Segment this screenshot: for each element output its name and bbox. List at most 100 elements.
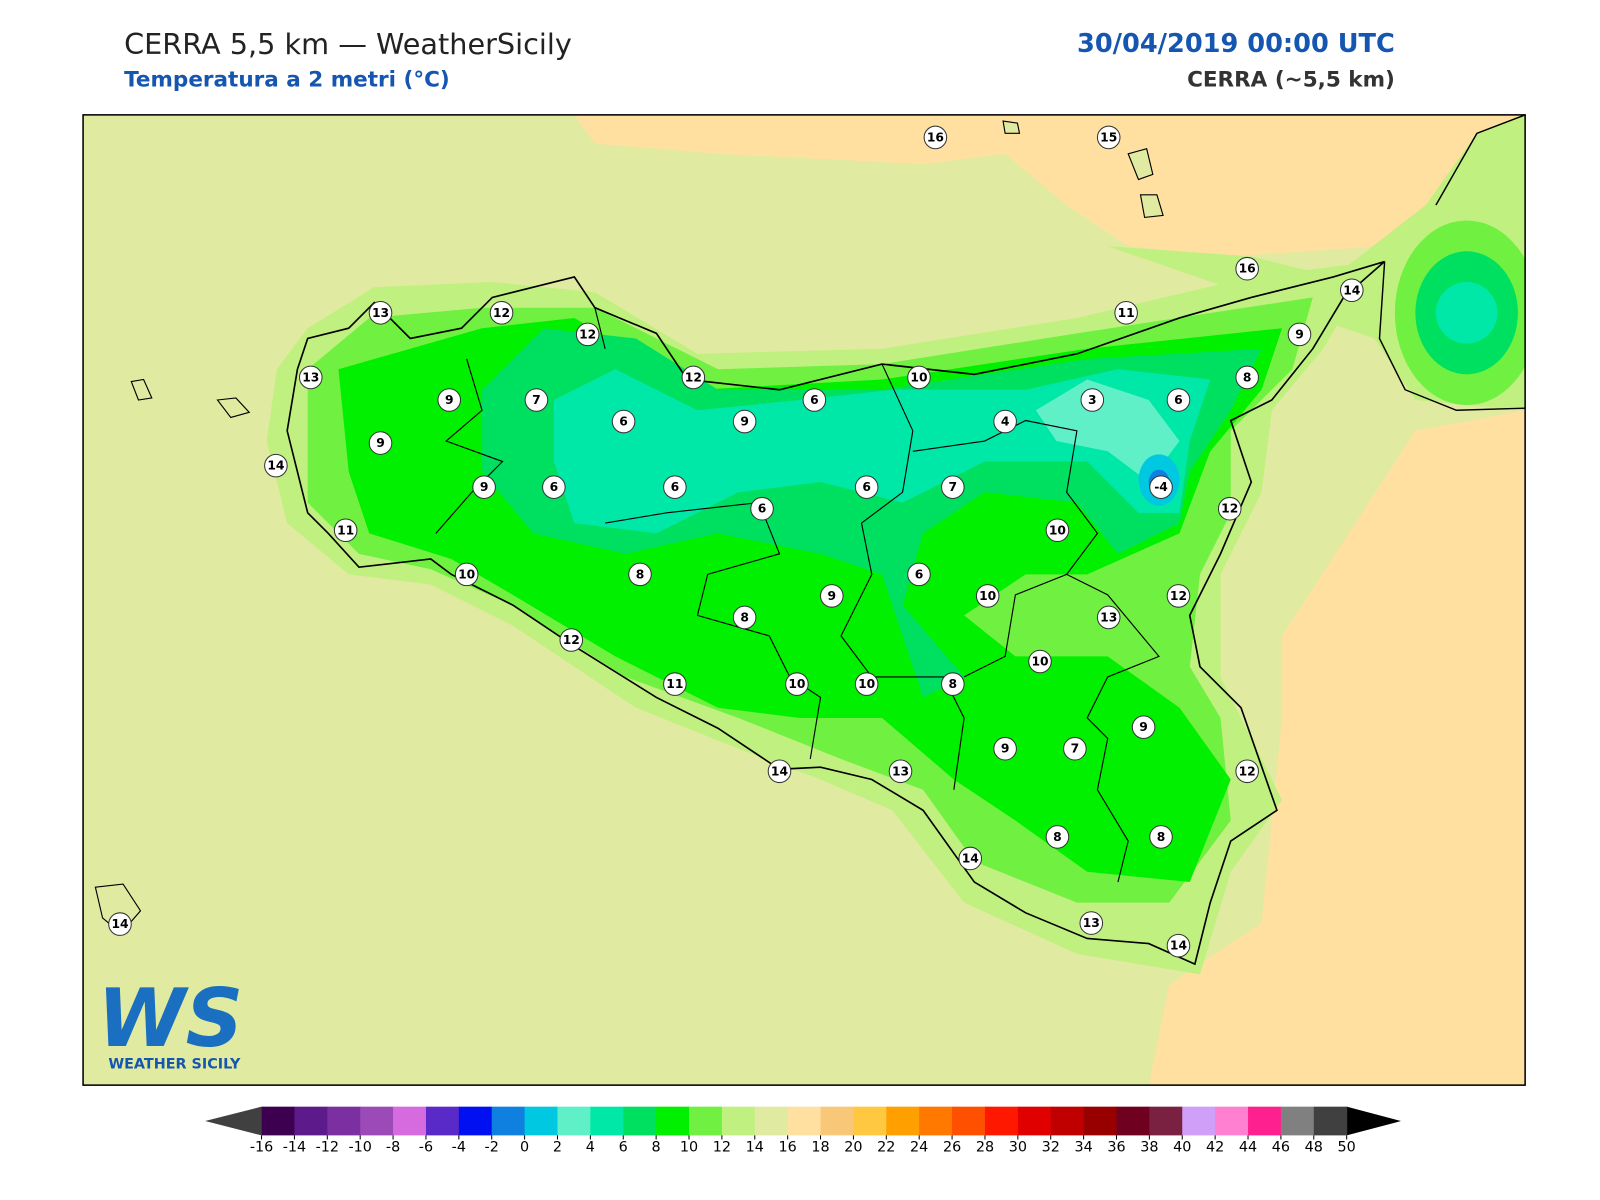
colorbar-segment: [820, 1106, 854, 1136]
colorbar-tick-label: 8: [652, 1140, 661, 1156]
station-marker: [888, 759, 913, 784]
station-value: 16: [1239, 262, 1256, 276]
station-marker: [1339, 278, 1364, 303]
station-marker: [1028, 649, 1052, 674]
colorbar-tick-label: -12: [316, 1140, 339, 1156]
colorbar-tick-label: -8: [386, 1140, 400, 1156]
station-value: 9: [1295, 327, 1304, 341]
station-value: 10: [979, 589, 996, 603]
station-value: 10: [910, 370, 927, 384]
station-value: 12: [685, 370, 702, 384]
colorbar-segment: [1280, 1106, 1315, 1136]
station-marker: [108, 912, 132, 936]
station-value: 13: [1083, 916, 1100, 930]
station-marker: [1045, 518, 1070, 543]
colorbar-tick-label: 36: [1107, 1140, 1125, 1156]
station-marker: [1079, 911, 1104, 935]
coastline: [286, 260, 1386, 966]
colorbar-tick-label: 20: [844, 1140, 862, 1156]
station-marker: [732, 409, 757, 434]
station-marker: [785, 672, 809, 696]
station-value: 7: [949, 480, 958, 494]
station-value: 6: [671, 480, 680, 494]
station-marker: [1166, 388, 1191, 412]
station-value: 9: [1001, 742, 1010, 756]
colorbar-tick-label: 28: [976, 1140, 994, 1156]
station-marker: [958, 846, 983, 871]
colorbar-segment: [1017, 1106, 1052, 1136]
colorbar-segment: [524, 1106, 558, 1136]
station-value: 14: [111, 917, 128, 931]
colorbar-tick-label: 34: [1074, 1140, 1092, 1156]
station-marker: [1080, 388, 1105, 412]
station-marker: [524, 388, 549, 412]
colorbar-segment: [261, 1106, 295, 1136]
colorbar-segment: [491, 1106, 526, 1136]
station-marker: [663, 672, 687, 696]
colorbar-tick-label: -2: [485, 1140, 499, 1156]
warm-area: [574, 114, 1526, 1086]
station-value: 10: [458, 567, 475, 581]
station-value: 9: [1139, 720, 1148, 734]
colorbar-tick-label: -16: [250, 1140, 273, 1156]
colorbar-segment: [360, 1106, 394, 1136]
colorbar-segment: [853, 1106, 887, 1136]
colorbar-tick-label: 44: [1239, 1140, 1257, 1156]
title: CERRA 5,5 km — WeatherSicily: [124, 27, 572, 61]
zone: [1035, 379, 1180, 483]
station-value: 13: [302, 370, 319, 384]
station-marker: [264, 453, 288, 478]
station-marker: [923, 125, 948, 150]
station-marker: [907, 365, 931, 390]
station-value: 12: [579, 327, 596, 341]
colorbar-segment: [1116, 1106, 1150, 1136]
station-value: 8: [1053, 830, 1062, 844]
station-marker: [542, 475, 566, 499]
station-marker: [1045, 825, 1070, 849]
colorbar-tick-label: 46: [1272, 1140, 1290, 1156]
station-value: 7: [532, 393, 541, 407]
colorbar-tick-label: -4: [452, 1140, 466, 1156]
station-value: 9: [480, 480, 489, 494]
station-marker: [732, 605, 757, 630]
colorbar-tick-label: 0: [520, 1140, 529, 1156]
station-marker: [1217, 496, 1242, 521]
map: 16 15 16 14 13 12 12 11 9 13 12 10 8 9 7 6 3 6 6 9 4 9 14 9 6 6 6 7…: [83, 114, 1526, 1086]
colorbar-tick-label: 22: [877, 1140, 895, 1156]
station-value: 14: [962, 851, 979, 865]
colorbar-tick-label: 12: [713, 1140, 731, 1156]
station-marker: [1149, 475, 1173, 499]
colorbar-segment: [656, 1106, 690, 1136]
station-value: 10: [858, 677, 875, 691]
colorbar-segment: [327, 1106, 361, 1136]
station-marker: [437, 388, 462, 412]
colorbar-segment: [689, 1106, 723, 1136]
station-marker: [1166, 933, 1191, 958]
province-border: [435, 307, 1160, 883]
logo: WS WEATHER SICILY: [97, 972, 243, 1072]
station-marker: [1287, 322, 1312, 347]
station-value: 12: [493, 306, 510, 320]
colorbar-segment: [1248, 1106, 1282, 1136]
station-marker: [1149, 825, 1173, 849]
colorbar-segment: [557, 1106, 591, 1136]
station-marker: [575, 322, 600, 347]
station-marker: [993, 736, 1017, 761]
station-value: 9: [740, 415, 749, 429]
station-marker: [1114, 301, 1138, 325]
station-value: 8: [1157, 830, 1166, 844]
model: CERRA (~5,5 km): [1187, 68, 1395, 93]
station-value: 8: [949, 677, 958, 691]
station-value: 6: [915, 567, 924, 581]
coastline: [1435, 114, 1526, 206]
station-value: 10: [788, 677, 805, 691]
colorbar-segment: [1083, 1106, 1118, 1136]
subtitle: Temperatura a 2 metri (°C): [124, 68, 450, 93]
station-marker: [368, 431, 393, 455]
station-value: 8: [636, 567, 645, 581]
colorbar-tick-label: 50: [1338, 1140, 1356, 1156]
colorbar-segment: [919, 1106, 953, 1136]
colorbar-tick-label: 10: [680, 1140, 698, 1156]
colorbar-segment: [623, 1106, 657, 1136]
